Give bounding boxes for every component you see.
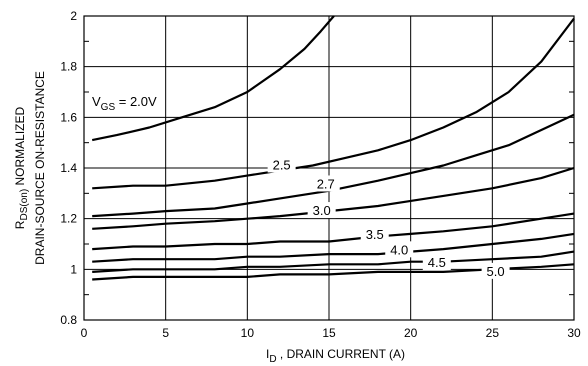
- y-tick-label: 1.2: [60, 212, 77, 226]
- x-tick-label: 15: [322, 326, 336, 340]
- curve-labels: VGS = 2.0V 2.5 2.7 3.0 3.5 4.0 4.5 5.0: [92, 94, 510, 279]
- y-tick-label: 0.8: [60, 313, 77, 327]
- series-label-bg: [311, 175, 340, 192]
- y-tick-label: 1.4: [60, 161, 77, 175]
- y-tick-label: 1: [70, 262, 77, 276]
- plot-frame: [83, 15, 575, 321]
- x-axis-title: ID , DRAIN CURRENT (A): [266, 347, 405, 365]
- series-line: [91, 15, 335, 142]
- series-label: 4.5: [428, 255, 446, 270]
- series-line: [92, 113, 575, 218]
- series-line: [92, 212, 575, 251]
- curves: [91, 15, 575, 281]
- x-tick-label: 0: [81, 326, 88, 340]
- y-tick-label: 1.8: [60, 60, 77, 74]
- series-label-bg: [422, 254, 451, 270]
- y-tick-label: 1.6: [60, 110, 77, 124]
- series-label: VGS = 2.0V: [92, 94, 157, 113]
- x-tick-label: 30: [567, 326, 581, 340]
- series-label-bg: [385, 241, 414, 258]
- series-label-bg: [307, 202, 336, 219]
- series-line: [92, 232, 575, 263]
- series-label-bg: [360, 226, 389, 243]
- x-tick-label: 10: [241, 326, 255, 340]
- x-tick-label: 5: [162, 326, 169, 340]
- ticks: 0 5 10 15 20 25 30 0.8 1 1.2 1.4 1.6 1.8 2: [60, 9, 581, 340]
- series-line: [92, 17, 575, 190]
- y-tick-label: 2: [70, 9, 77, 23]
- plot-border: [83, 15, 575, 321]
- series-label-bg: [481, 262, 510, 279]
- y-axis-title-line1: RDS(on) NORMALIZED: [13, 106, 30, 229]
- series-label: 3.5: [366, 227, 384, 242]
- series-label: 3.0: [313, 203, 331, 218]
- y-axis-title-line2: DRAIN-SOURCE ON-RESISTANCE: [33, 71, 47, 265]
- series-label-bg: [267, 156, 296, 173]
- series-label: 4.0: [390, 242, 408, 257]
- series-label: 5.0: [487, 264, 505, 279]
- series-line: [92, 250, 575, 273]
- series-label: 2.5: [273, 157, 291, 172]
- x-tick-label: 25: [486, 326, 500, 340]
- x-tick-label: 20: [404, 326, 418, 340]
- grid: [84, 16, 574, 320]
- series-label: 2.7: [317, 176, 335, 191]
